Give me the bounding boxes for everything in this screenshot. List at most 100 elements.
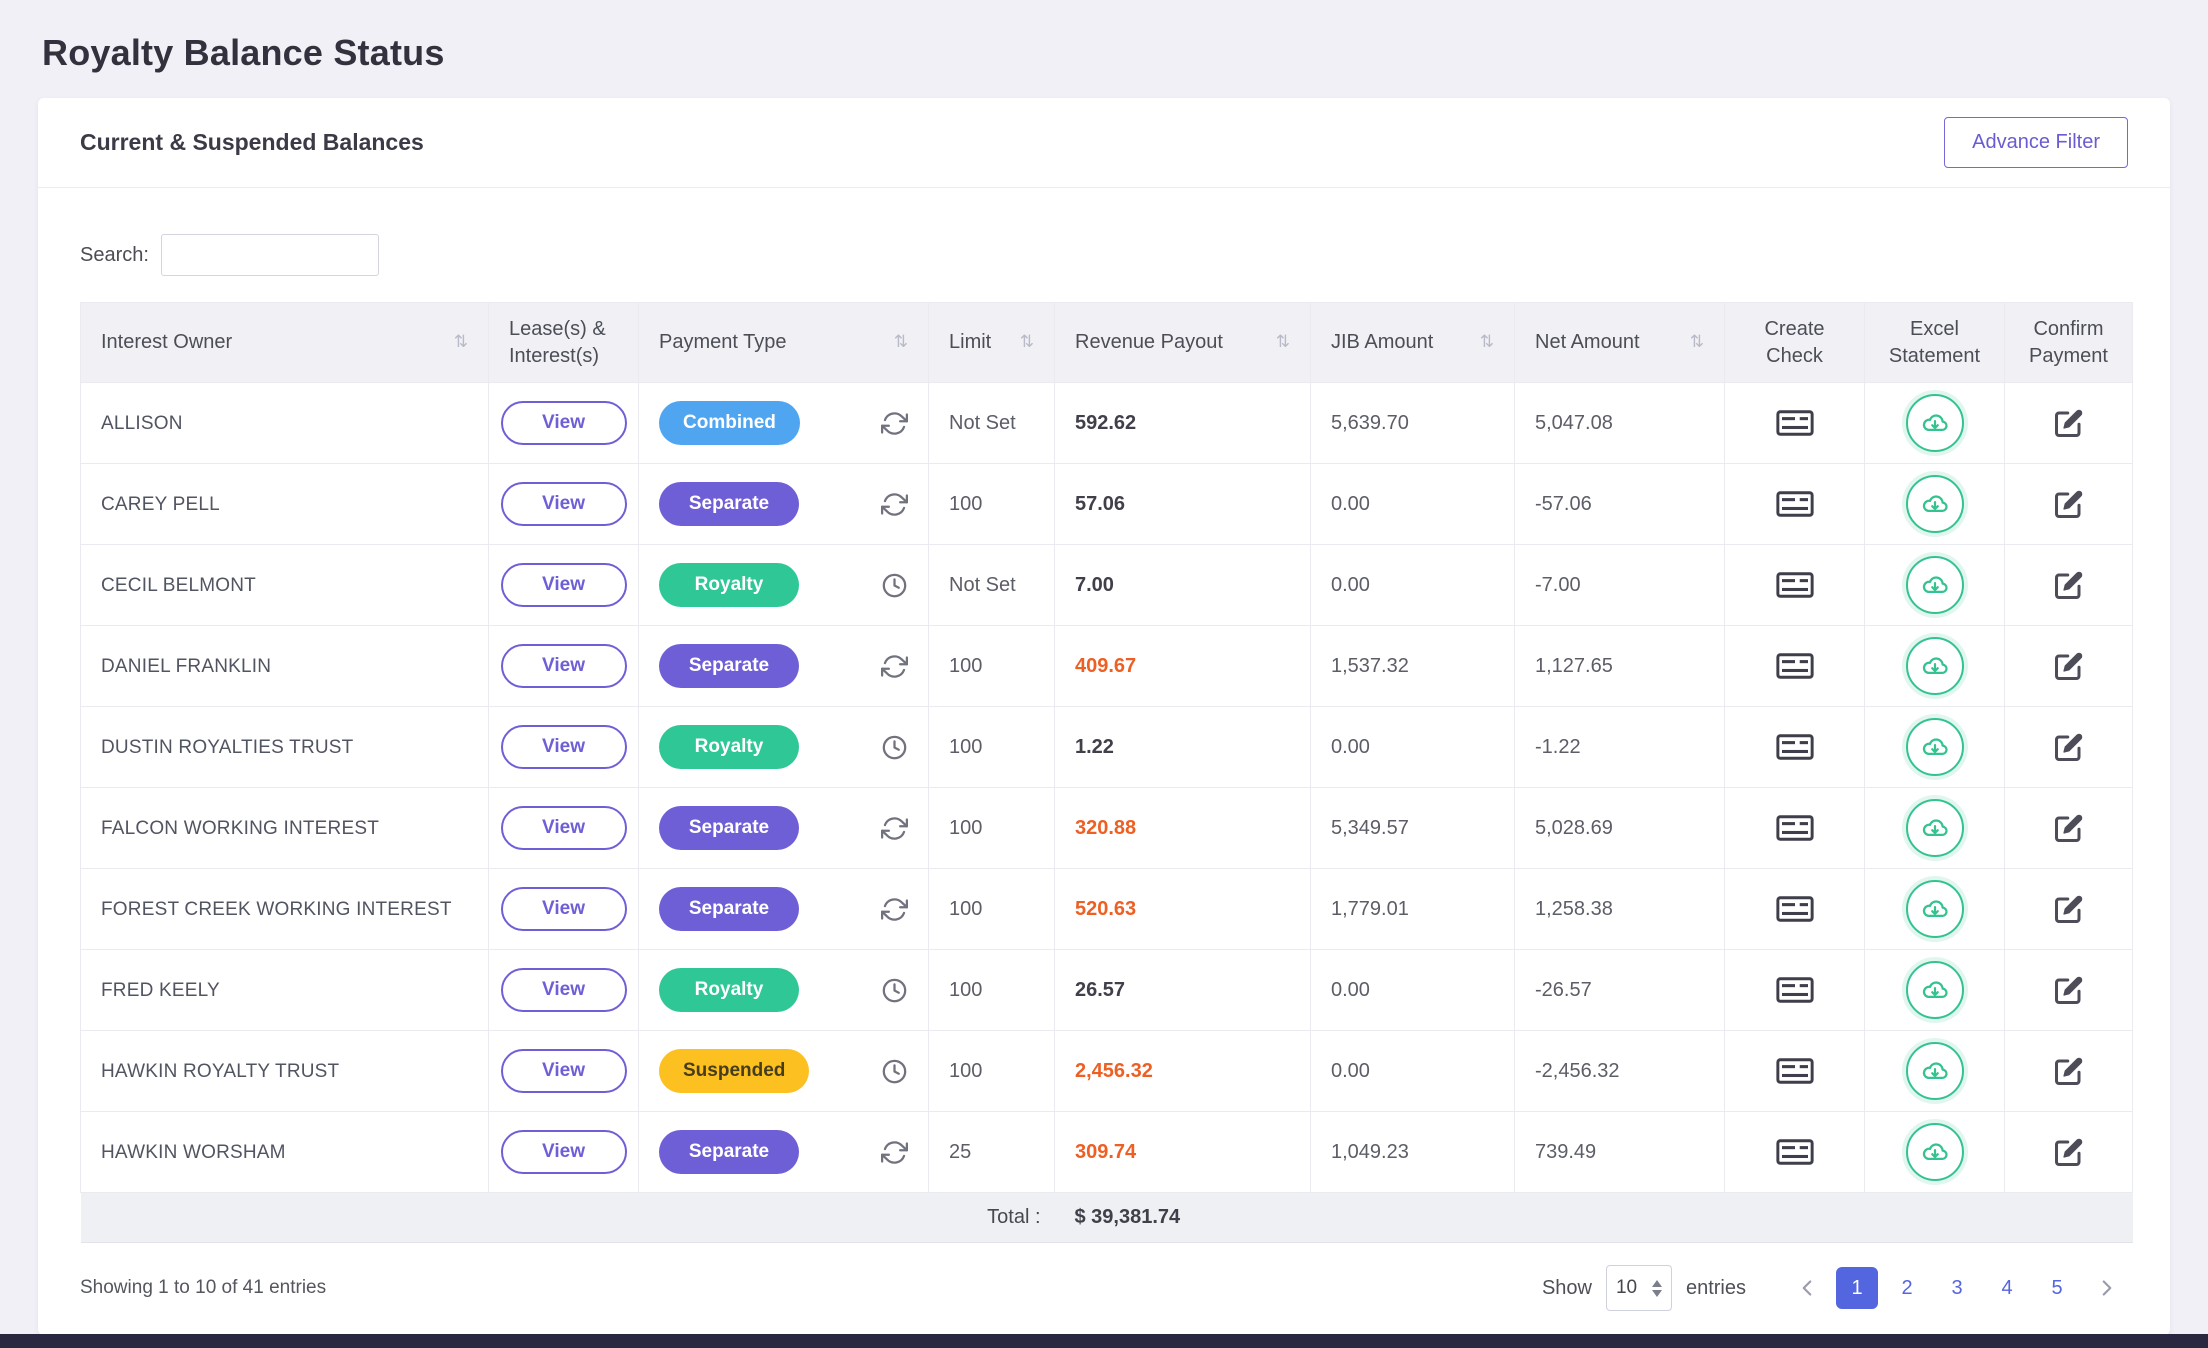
excel-statement-button[interactable]: [1905, 799, 1964, 857]
payment-type-badge[interactable]: Royalty: [659, 725, 799, 769]
advance-filter-button[interactable]: Advance Filter: [1944, 117, 2128, 168]
revenue-value: 320.88: [1075, 816, 1137, 839]
payment-type-badge[interactable]: Separate: [659, 1130, 799, 1174]
page-button-1[interactable]: 1: [1836, 1267, 1878, 1309]
excel-statement-button[interactable]: [1905, 718, 1964, 776]
revenue-value: 2,456.32: [1075, 1059, 1153, 1082]
sort-icon: ⇅: [893, 332, 908, 353]
view-button[interactable]: View: [500, 1049, 627, 1093]
create-check-button[interactable]: [1775, 410, 1814, 436]
sort-icon: ⇅: [453, 332, 468, 353]
excel-statement-button[interactable]: [1905, 1123, 1964, 1181]
confirm-payment-button[interactable]: [2054, 975, 2084, 1005]
net-value: -7.00: [1535, 573, 1581, 596]
payment-type-badge[interactable]: Separate: [659, 482, 799, 526]
create-check-button[interactable]: [1775, 734, 1814, 760]
total-value: $ 39,381.74: [1054, 1192, 1311, 1243]
create-check-button[interactable]: [1775, 896, 1814, 922]
show-entries-select[interactable]: 10: [1605, 1265, 1672, 1311]
excel-statement-button[interactable]: [1905, 475, 1964, 533]
refresh-icon[interactable]: [881, 653, 908, 680]
refresh-icon[interactable]: [881, 896, 908, 923]
col-interest-owner[interactable]: Interest Owner ⇅: [80, 302, 489, 383]
view-button[interactable]: View: [500, 725, 627, 769]
page-button-2[interactable]: 2: [1886, 1267, 1928, 1309]
refresh-icon[interactable]: [881, 1139, 908, 1166]
cloud-download-icon: [1922, 738, 1948, 755]
confirm-payment-button[interactable]: [2054, 408, 2084, 438]
create-check-button[interactable]: [1775, 572, 1814, 598]
excel-statement-button[interactable]: [1905, 556, 1964, 614]
payment-type-badge[interactable]: Separate: [659, 806, 799, 850]
cloud-download-icon: [1922, 1143, 1948, 1160]
jib-value: 1,537.32: [1331, 654, 1409, 677]
confirm-payment-button[interactable]: [2054, 813, 2084, 843]
col-revenue-payout[interactable]: Revenue Payout ⇅: [1054, 302, 1311, 383]
view-button[interactable]: View: [500, 887, 627, 931]
confirm-payment-button[interactable]: [2054, 1056, 2084, 1086]
cloud-download-icon: [1922, 495, 1948, 512]
table-row: CECIL BELMONT View Royalty Not Set 7.00 …: [80, 544, 2133, 626]
create-check-button[interactable]: [1775, 1058, 1814, 1084]
clock-icon[interactable]: [881, 734, 908, 761]
page-button-3[interactable]: 3: [1936, 1267, 1978, 1309]
col-net-amount[interactable]: Net Amount ⇅: [1514, 302, 1725, 383]
confirm-payment-button[interactable]: [2054, 732, 2084, 762]
payment-type-badge[interactable]: Suspended: [659, 1049, 810, 1093]
col-jib-amount[interactable]: JIB Amount ⇅: [1310, 302, 1515, 383]
show-entries-value: 10: [1615, 1277, 1638, 1298]
create-check-button[interactable]: [1775, 1139, 1814, 1165]
excel-statement-button[interactable]: [1905, 961, 1964, 1019]
payment-type-badge[interactable]: Separate: [659, 887, 799, 931]
view-button[interactable]: View: [500, 401, 627, 445]
clock-icon[interactable]: [881, 1058, 908, 1085]
payment-type-badge[interactable]: Separate: [659, 644, 799, 688]
col-payment-type[interactable]: Payment Type ⇅: [638, 302, 929, 383]
table-row: HAWKIN ROYALTY TRUST View Suspended 100 …: [80, 1030, 2133, 1112]
view-button[interactable]: View: [500, 968, 627, 1012]
confirm-payment-button[interactable]: [2054, 489, 2084, 519]
clock-icon[interactable]: [881, 572, 908, 599]
table-row: DUSTIN ROYALTIES TRUST View Royalty 100 …: [80, 706, 2133, 788]
view-button[interactable]: View: [500, 1130, 627, 1174]
create-check-button[interactable]: [1775, 977, 1814, 1003]
confirm-payment-button[interactable]: [2054, 651, 2084, 681]
view-button[interactable]: View: [500, 806, 627, 850]
owner-name: FOREST CREEK WORKING INTEREST: [101, 898, 452, 920]
page-button-5[interactable]: 5: [2036, 1267, 2078, 1309]
owner-name: DUSTIN ROYALTIES TRUST: [101, 736, 354, 758]
payment-type-badge[interactable]: Combined: [659, 401, 800, 445]
excel-statement-button[interactable]: [1905, 880, 1964, 938]
refresh-icon[interactable]: [881, 815, 908, 842]
limit-value: Not Set: [949, 411, 1016, 434]
view-button[interactable]: View: [500, 482, 627, 526]
search-input[interactable]: [160, 234, 379, 276]
create-check-button[interactable]: [1775, 815, 1814, 841]
excel-statement-button[interactable]: [1905, 637, 1964, 695]
table-row: CAREY PELL View Separate 100 57.06 0.00 …: [80, 463, 2133, 545]
col-limit[interactable]: Limit ⇅: [928, 302, 1055, 383]
view-button[interactable]: View: [500, 644, 627, 688]
excel-statement-button[interactable]: [1905, 394, 1964, 452]
view-button[interactable]: View: [500, 563, 627, 607]
payment-type-badge[interactable]: Royalty: [659, 968, 799, 1012]
check-icon: [1775, 653, 1814, 679]
confirm-payment-button[interactable]: [2054, 570, 2084, 600]
refresh-icon[interactable]: [881, 491, 908, 518]
limit-value: 100: [949, 1059, 983, 1082]
edit-icon: [2054, 1138, 2082, 1166]
clock-icon[interactable]: [881, 977, 908, 1004]
payment-type-badge[interactable]: Royalty: [659, 563, 799, 607]
confirm-payment-button[interactable]: [2054, 1137, 2084, 1167]
prev-page-button[interactable]: [1786, 1267, 1828, 1309]
page-button-4[interactable]: 4: [1986, 1267, 2028, 1309]
show-label: Show: [1541, 1276, 1592, 1299]
page-title: Royalty Balance Status: [42, 32, 445, 73]
create-check-button[interactable]: [1775, 653, 1814, 679]
next-page-button[interactable]: [2086, 1267, 2128, 1309]
refresh-icon[interactable]: [881, 410, 908, 437]
create-check-button[interactable]: [1775, 491, 1814, 517]
excel-statement-button[interactable]: [1905, 1042, 1964, 1100]
confirm-payment-button[interactable]: [2054, 894, 2084, 924]
